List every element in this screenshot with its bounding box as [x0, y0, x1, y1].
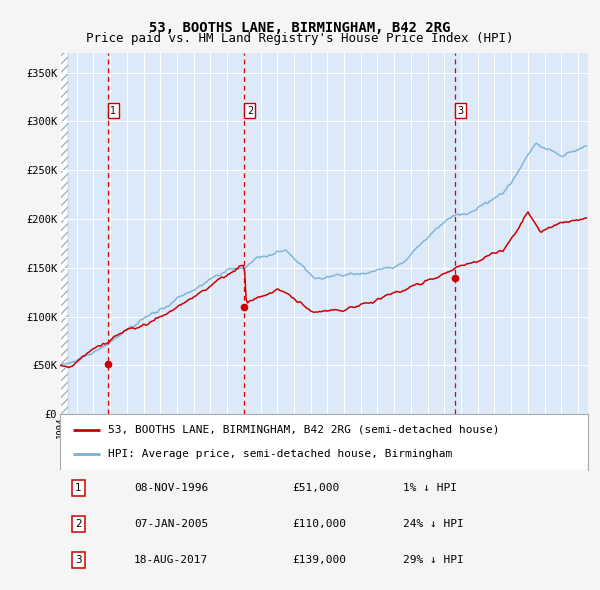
Text: HPI: Average price, semi-detached house, Birmingham: HPI: Average price, semi-detached house,…	[107, 449, 452, 459]
Text: 3: 3	[457, 106, 463, 116]
Text: 2: 2	[247, 106, 253, 116]
Text: 29% ↓ HPI: 29% ↓ HPI	[403, 555, 464, 565]
Text: 3: 3	[75, 555, 82, 565]
Text: 24% ↓ HPI: 24% ↓ HPI	[403, 519, 464, 529]
Text: 1: 1	[75, 483, 82, 493]
Text: 2: 2	[75, 519, 82, 529]
Text: 18-AUG-2017: 18-AUG-2017	[134, 555, 208, 565]
Text: 53, BOOTHS LANE, BIRMINGHAM, B42 2RG (semi-detached house): 53, BOOTHS LANE, BIRMINGHAM, B42 2RG (se…	[107, 425, 499, 435]
Text: £139,000: £139,000	[292, 555, 346, 565]
Text: £51,000: £51,000	[292, 483, 340, 493]
Text: 1% ↓ HPI: 1% ↓ HPI	[403, 483, 457, 493]
Text: Price paid vs. HM Land Registry's House Price Index (HPI): Price paid vs. HM Land Registry's House …	[86, 32, 514, 45]
Text: £110,000: £110,000	[292, 519, 346, 529]
Text: 53, BOOTHS LANE, BIRMINGHAM, B42 2RG: 53, BOOTHS LANE, BIRMINGHAM, B42 2RG	[149, 21, 451, 35]
Text: 08-NOV-1996: 08-NOV-1996	[134, 483, 208, 493]
Text: 1: 1	[110, 106, 116, 116]
Text: 07-JAN-2005: 07-JAN-2005	[134, 519, 208, 529]
